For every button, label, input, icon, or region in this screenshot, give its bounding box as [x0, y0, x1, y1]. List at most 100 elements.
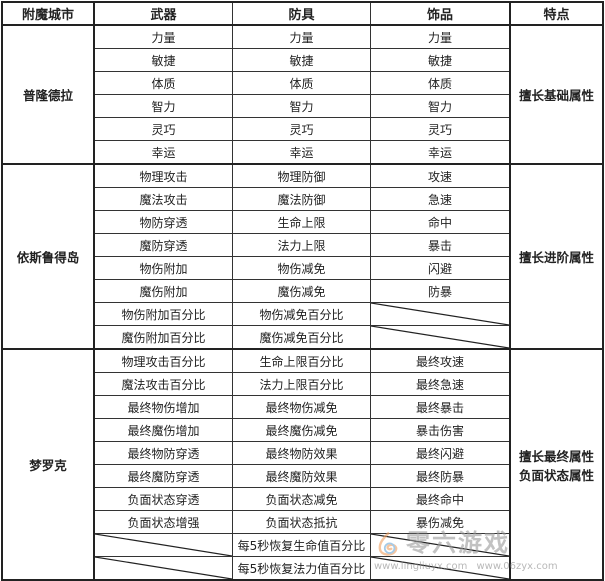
weapon-cell: 物伤附加百分比: [93, 302, 233, 326]
accessory-cell: 防暴: [370, 279, 511, 303]
armor-cell: 幸运: [232, 140, 371, 165]
armor-cell: 生命上限: [232, 210, 371, 234]
city-cell: 梦罗克: [1, 348, 95, 581]
weapon-cell: 物防穿透: [93, 210, 233, 234]
armor-cell: 魔伤减免百分比: [232, 325, 371, 350]
table-row: 最终物伤增加 最终物伤减免 最终暴击: [2, 395, 603, 419]
armor-cell: 负面状态减免: [232, 487, 371, 511]
armor-cell: 最终物伤减免: [232, 395, 371, 419]
weapon-cell: 体质: [93, 71, 233, 95]
weapon-cell: 最终物防穿透: [93, 441, 233, 465]
armor-cell: 负面状态抵抗: [232, 510, 371, 534]
armor-cell: 灵巧: [232, 117, 371, 141]
header-row: 附魔城市 武器 防具 饰品 特点: [1, 1, 603, 26]
weapon-cell: 最终魔伤增加: [93, 418, 233, 442]
accessory-cell: 最终命中: [370, 487, 511, 511]
table-row: 最终魔伤增加 最终魔伤减免 暴击伤害: [2, 418, 603, 442]
feature-cell: 擅长进阶属性: [509, 163, 603, 350]
armor-cell: 敏捷: [232, 48, 371, 72]
diagonal-slash-icon: [371, 534, 509, 556]
armor-cell: 智力: [232, 94, 371, 118]
table-row: 魔伤附加 魔伤减免 防暴: [2, 279, 603, 303]
feature-line: 负面状态属性: [518, 467, 594, 483]
diagonal-slash-icon: [95, 557, 232, 579]
accessory-cell: 力量: [370, 24, 511, 49]
accessory-cell: 急速: [370, 187, 511, 211]
empty-weapon-cell: [93, 556, 233, 581]
feature-cell: 擅长基础属性: [509, 24, 603, 165]
table-row: 物伤附加百分比 物伤减免百分比: [2, 302, 603, 326]
weapon-cell: 负面状态增强: [93, 510, 233, 534]
accessory-cell: 暴伤减免: [370, 510, 511, 534]
diagonal-slash-icon: [371, 326, 509, 348]
weapon-cell: 最终物伤增加: [93, 395, 233, 419]
weapon-cell: 物伤附加: [93, 256, 233, 280]
empty-accessory-cell: [370, 533, 511, 557]
weapon-cell: 物理攻击百分比: [93, 348, 233, 373]
accessory-cell: 体质: [370, 71, 511, 95]
table-row: 魔伤附加百分比 魔伤减免百分比: [2, 325, 603, 350]
city-cell: 普隆德拉: [1, 24, 95, 165]
armor-cell: 体质: [232, 71, 371, 95]
accessory-cell: 攻速: [370, 163, 511, 188]
armor-cell: 生命上限百分比: [232, 348, 371, 373]
table-row: 依斯鲁得岛 物理攻击 物理防御 攻速 擅长进阶属性: [1, 163, 603, 350]
armor-cell: 法力上限: [232, 233, 371, 257]
header-city: 附魔城市: [1, 1, 95, 26]
armor-cell: 魔法防御: [232, 187, 371, 211]
table-row: 魔防穿透 法力上限 暴击: [2, 233, 603, 257]
table-row: 物伤附加 物伤减免 闪避: [2, 256, 603, 280]
armor-cell: 法力上限百分比: [232, 372, 371, 396]
accessory-cell: 最终急速: [370, 372, 511, 396]
table-row: 敏捷 敏捷 敏捷: [2, 48, 603, 72]
feature-line: 擅长最终属性: [518, 448, 594, 464]
armor-cell: 最终物防效果: [232, 441, 371, 465]
city-cell: 依斯鲁得岛: [1, 163, 95, 350]
armor-cell: 力量: [232, 24, 371, 49]
weapon-cell: 魔法攻击: [93, 187, 233, 211]
accessory-cell: 灵巧: [370, 117, 511, 141]
table-row: 幸运 幸运 幸运: [2, 140, 603, 165]
table-row: 最终物防穿透 最终物防效果 最终闪避: [2, 441, 603, 465]
diagonal-slash-icon: [371, 557, 509, 579]
table-row: 体质 体质 体质: [2, 71, 603, 95]
table-row: 魔法攻击百分比 法力上限百分比 最终急速: [2, 372, 603, 396]
weapon-cell: 魔法攻击百分比: [93, 372, 233, 396]
table-row: 普隆德拉 力量 力量 力量 擅长基础属性: [1, 24, 603, 165]
table-row: 物防穿透 生命上限 命中: [2, 210, 603, 234]
accessory-cell: 敏捷: [370, 48, 511, 72]
accessory-cell: 闪避: [370, 256, 511, 280]
table-row: 智力 智力 智力: [2, 94, 603, 118]
table-row: 魔法攻击 魔法防御 急速: [2, 187, 603, 211]
accessory-cell: 智力: [370, 94, 511, 118]
weapon-cell: 敏捷: [93, 48, 233, 72]
weapon-cell: 魔伤附加: [93, 279, 233, 303]
empty-accessory-cell: [370, 325, 511, 350]
diagonal-slash-icon: [95, 534, 232, 556]
accessory-cell: 最终暴击: [370, 395, 511, 419]
weapon-cell: 最终魔防穿透: [93, 464, 233, 488]
empty-accessory-cell: [370, 556, 511, 581]
header-accessory: 饰品: [370, 1, 511, 26]
armor-cell: 物伤减免: [232, 256, 371, 280]
armor-cell: 物伤减免百分比: [232, 302, 371, 326]
weapon-cell: 幸运: [93, 140, 233, 165]
empty-weapon-cell: [93, 533, 233, 557]
table-row: 每5秒恢复生命值百分比: [2, 533, 603, 557]
weapon-cell: 力量: [93, 24, 233, 49]
armor-cell: 魔伤减免: [232, 279, 371, 303]
accessory-cell: 暴击: [370, 233, 511, 257]
weapon-cell: 智力: [93, 94, 233, 118]
empty-accessory-cell: [370, 302, 511, 326]
weapon-cell: 物理攻击: [93, 163, 233, 188]
accessory-cell: 暴击伤害: [370, 418, 511, 442]
armor-cell: 最终魔防效果: [232, 464, 371, 488]
accessory-cell: 命中: [370, 210, 511, 234]
weapon-cell: 魔伤附加百分比: [93, 325, 233, 350]
header-weapon: 武器: [93, 1, 233, 26]
feature-cell: 擅长最终属性 负面状态属性: [509, 348, 603, 581]
header-armor: 防具: [232, 1, 371, 26]
weapon-cell: 魔防穿透: [93, 233, 233, 257]
table-row: 负面状态穿透 负面状态减免 最终命中: [2, 487, 603, 511]
